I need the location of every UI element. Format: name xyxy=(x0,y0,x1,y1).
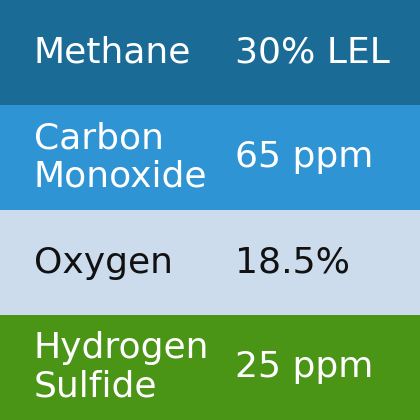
Text: Hydrogen
Sulfide: Hydrogen Sulfide xyxy=(34,331,209,404)
Text: 25 ppm: 25 ppm xyxy=(235,351,373,384)
Bar xyxy=(0,0,420,105)
Bar xyxy=(0,315,420,420)
Bar xyxy=(0,105,420,210)
Text: 65 ppm: 65 ppm xyxy=(235,141,373,174)
Bar xyxy=(0,210,420,315)
Text: Methane: Methane xyxy=(34,36,191,69)
Text: 18.5%: 18.5% xyxy=(235,246,350,279)
Text: Oxygen: Oxygen xyxy=(34,246,173,279)
Text: 30% LEL: 30% LEL xyxy=(235,36,390,69)
Text: Carbon
Monoxide: Carbon Monoxide xyxy=(34,121,207,194)
